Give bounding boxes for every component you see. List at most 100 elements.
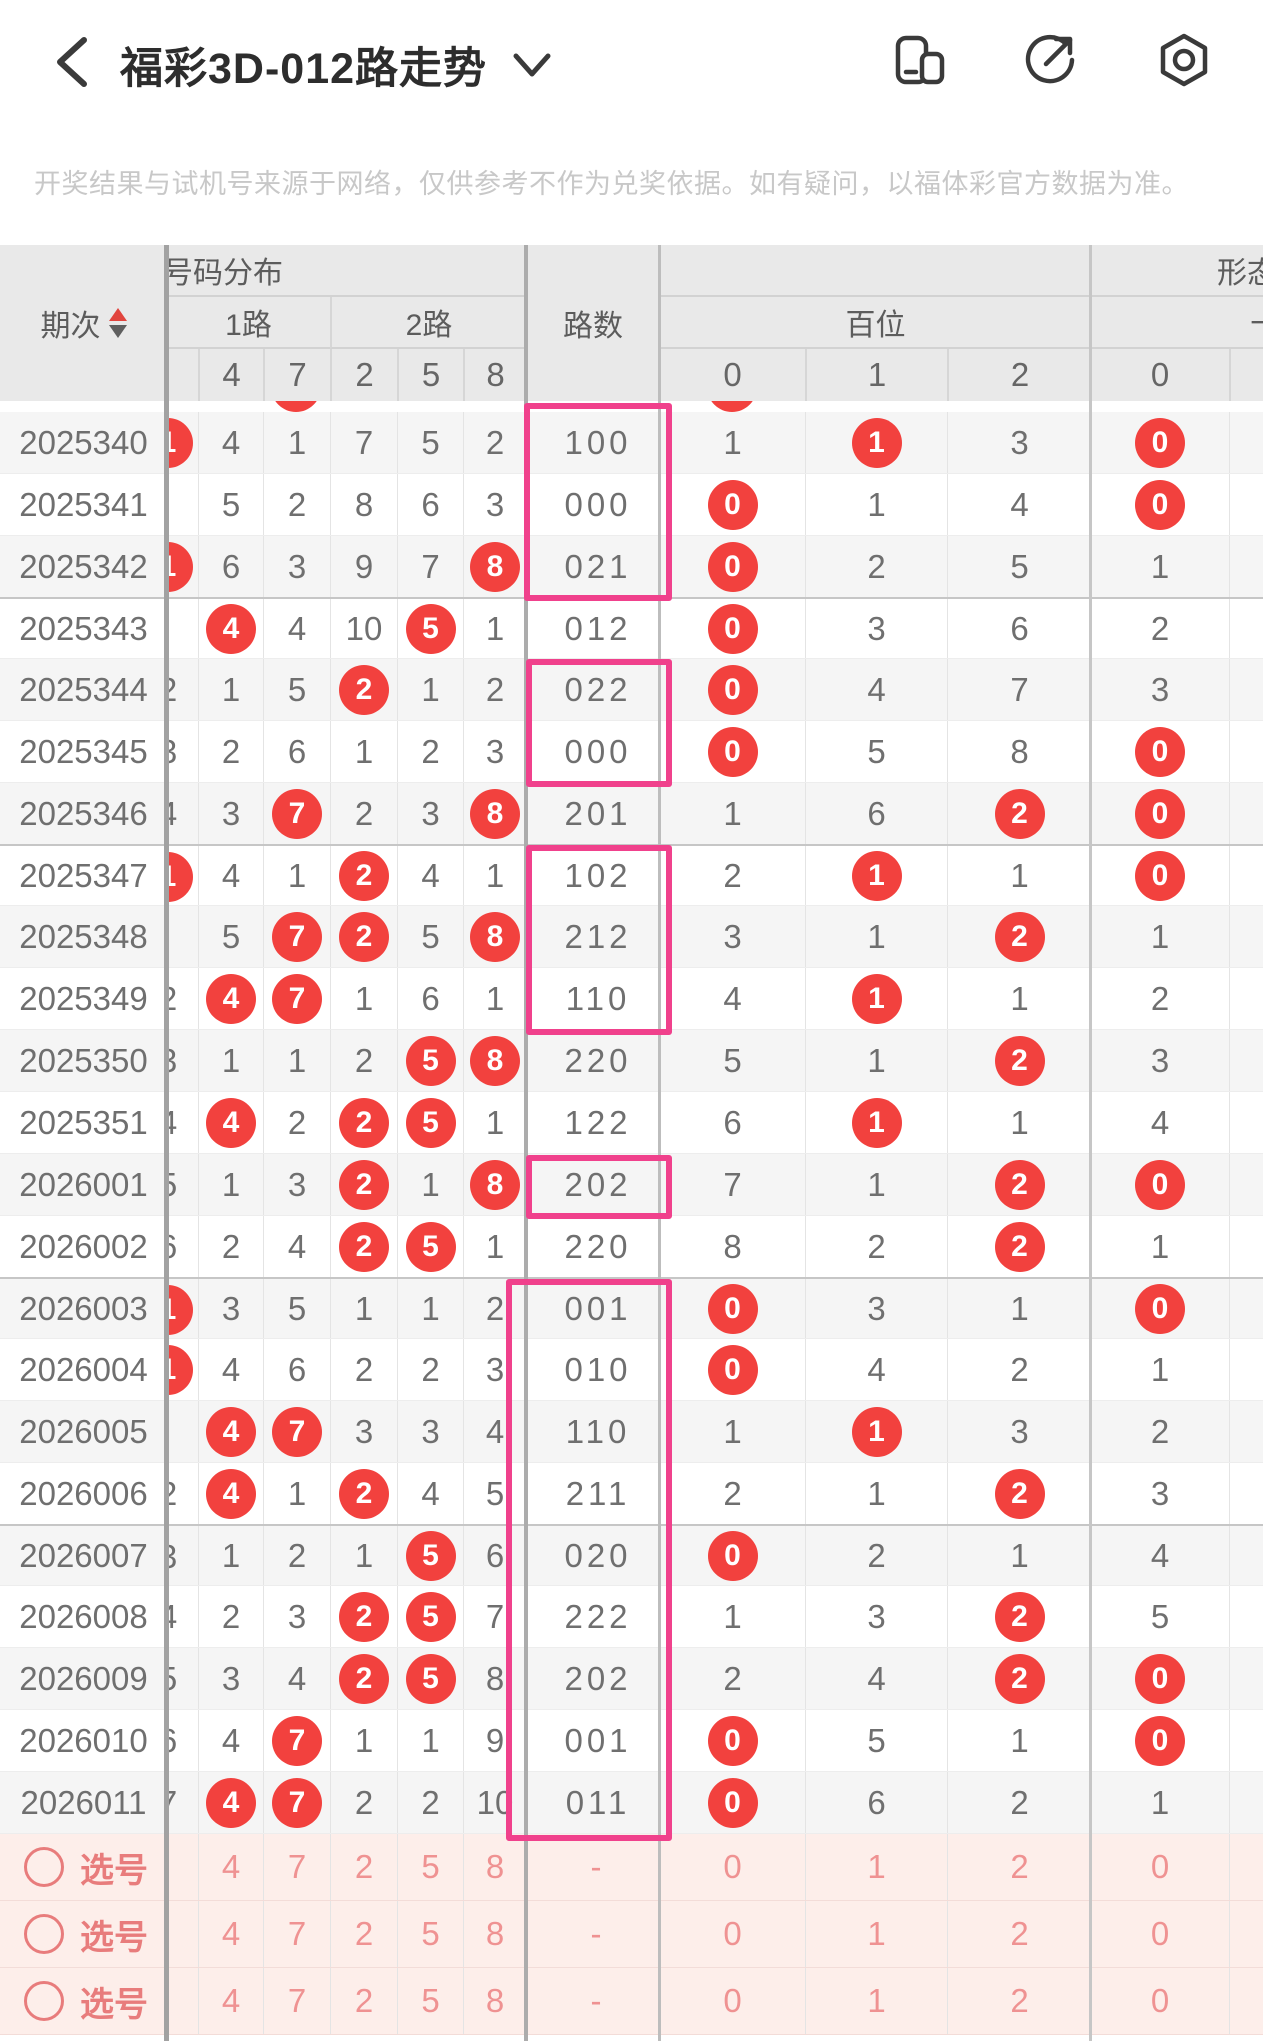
miss-count: 2: [485, 1289, 505, 1327]
hit-ball: 5: [405, 1653, 456, 1704]
miss-count: 3: [1150, 1474, 1170, 1512]
miss-count: 3: [221, 794, 241, 832]
hit-ball: 0: [1135, 788, 1185, 839]
hundreds-cell: 2: [947, 1648, 1091, 1709]
hundreds-cell: 0: [660, 599, 805, 658]
miss-count: 1: [867, 485, 886, 523]
road-count-value: 022: [564, 670, 632, 708]
pick-number-row[interactable]: 选号 4 7 2 5 8-0 1 2 0: [0, 1834, 1263, 1901]
hundreds-cell: 2: [947, 906, 1091, 967]
miss-count: 3: [723, 917, 742, 955]
hundreds-cell: 1: [660, 1401, 805, 1462]
miss-count: 7: [1010, 670, 1029, 708]
distribution-cell: 2: [397, 1772, 463, 1833]
miss-count: 2: [485, 423, 505, 461]
tens-cell: 0: [1091, 1154, 1229, 1215]
period-cell: 2025340: [0, 412, 167, 473]
miss-count: 5: [723, 1041, 742, 1079]
distribution-cell: 2: [330, 1092, 397, 1153]
tens-cell: 0: [1091, 783, 1229, 844]
pick-circle-icon[interactable]: [24, 1914, 64, 1954]
pick-number-row[interactable]: 选号 4 7 2 5 8-0 1 2 0: [0, 1901, 1263, 1968]
hundreds-cell: 1: [947, 1279, 1091, 1338]
period-value: 2026007: [19, 1536, 148, 1574]
hundreds-cell: 4: [660, 968, 805, 1029]
pick-circle-icon[interactable]: [24, 1847, 64, 1887]
distribution-cell: 2: [330, 1463, 397, 1524]
distribution-cell: 1: [263, 1463, 330, 1524]
pick-number-row[interactable]: 选号 4 7 2 5 8-0 1 2 0: [0, 1968, 1263, 2035]
col-header-period[interactable]: 期次: [0, 245, 167, 401]
pick-label-cell[interactable]: 选号: [0, 1968, 167, 2034]
distribution-cell: 1: [198, 1154, 263, 1215]
distribution-cell: 8: [463, 783, 526, 844]
road-count-cell: 220: [526, 1030, 660, 1091]
hundreds-cell: 3: [805, 1279, 947, 1338]
rotate-screen-icon[interactable]: [892, 32, 948, 88]
miss-count: 6: [485, 1536, 505, 1574]
col-header-2: 2: [330, 349, 397, 401]
distribution-cell: 2: [330, 1030, 397, 1091]
period-cell: 2025342: [0, 536, 167, 597]
pick-circle-icon[interactable]: [24, 1981, 64, 2021]
col-header-partial: [1229, 349, 1263, 401]
settings-icon[interactable]: [1156, 32, 1212, 88]
pick-label-cell[interactable]: 选号: [0, 1834, 167, 1900]
distribution-cell: 2: [198, 1586, 263, 1647]
miss-count: 4: [167, 1598, 178, 1635]
period-cell: 2026011: [0, 1772, 167, 1833]
hit-ball: 8: [470, 911, 520, 962]
hundreds-cell: 0: [660, 721, 805, 782]
hidden-column-sliver: 3: [167, 1030, 198, 1091]
share-icon[interactable]: [1022, 32, 1078, 88]
hundreds-cell: 0: [660, 1526, 805, 1585]
hundreds-cell: 0: [660, 1339, 805, 1400]
hit-ball: 2: [994, 1159, 1045, 1210]
hit-ball: 8: [470, 1035, 520, 1086]
sort-icon[interactable]: [108, 308, 127, 338]
miss-count: 1: [723, 1412, 742, 1450]
miss-count: 1: [287, 423, 307, 461]
period-value: 2025348: [19, 917, 148, 955]
back-icon[interactable]: [52, 36, 92, 88]
hit-ball: 5: [405, 1035, 456, 1086]
hit-ball: 5: [405, 1530, 456, 1581]
distribution-cell: 7: [263, 968, 330, 1029]
period-value: 2025341: [19, 485, 148, 523]
road-count-cell: 022: [526, 659, 660, 720]
tens-cell: 2: [1091, 599, 1229, 658]
road-count-cell: 202: [526, 1154, 660, 1215]
tens-cell: 3: [1091, 1463, 1229, 1524]
distribution-cell: 5: [397, 1030, 463, 1091]
miss-count: 1: [221, 1041, 241, 1079]
partial-column-cell: [1229, 906, 1263, 967]
miss-count: 7: [167, 1784, 178, 1821]
pick-label-cell[interactable]: 选号: [0, 1901, 167, 1967]
hit-ball: 7: [272, 788, 322, 839]
miss-count: 3: [167, 1042, 178, 1079]
col-header-shi-0: 0: [1150, 356, 1170, 393]
road-count-cell: 020: [526, 1526, 660, 1585]
hidden-column-sliver: 2: [167, 968, 198, 1029]
period-value: 2026005: [19, 1412, 148, 1450]
miss-count: 2: [354, 1350, 374, 1388]
tens-cell: 0: [1091, 1710, 1229, 1771]
miss-count: 3: [167, 733, 178, 770]
pick-value-cell: 8: [463, 1834, 526, 1900]
road-count-value: 110: [565, 979, 631, 1017]
distribution-cell: 1: [463, 846, 526, 905]
frozen-column-divider: [164, 245, 169, 2041]
miss-count: 4: [421, 1474, 440, 1512]
miss-count: 1: [485, 979, 505, 1017]
miss-count: 2: [867, 547, 886, 585]
miss-count: 3: [167, 1538, 178, 1575]
distribution-cell: 8: [463, 1648, 526, 1709]
period-value: 2026009: [19, 1659, 148, 1697]
distribution-cell: 2: [263, 1526, 330, 1585]
hit-ball: 2: [339, 1221, 389, 1272]
miss-count: 2: [723, 1474, 742, 1512]
hundreds-cell: 5: [947, 536, 1091, 597]
chevron-down-icon[interactable]: [512, 52, 552, 80]
table-row: 2025351 4 4 2 2 5 1 122 6 1 1 4: [0, 1092, 1263, 1154]
distribution-cell: 8: [463, 1030, 526, 1091]
